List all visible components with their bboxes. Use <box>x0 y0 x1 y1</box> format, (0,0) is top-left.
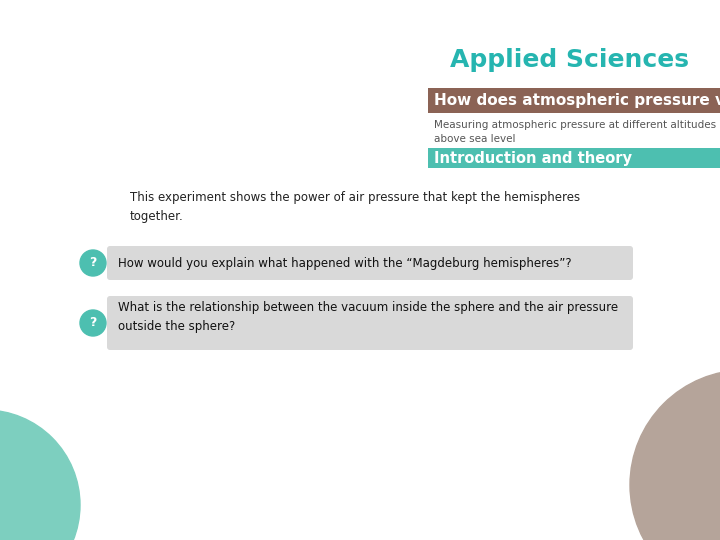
Text: Measuring atmospheric pressure at different altitudes
above sea level: Measuring atmospheric pressure at differ… <box>434 120 716 144</box>
Text: ?: ? <box>89 316 96 329</box>
Text: How would you explain what happened with the “Magdeburg hemispheres”?: How would you explain what happened with… <box>118 256 572 269</box>
FancyBboxPatch shape <box>428 148 720 168</box>
Circle shape <box>80 310 106 336</box>
Circle shape <box>0 410 80 540</box>
FancyBboxPatch shape <box>428 88 720 113</box>
Circle shape <box>80 250 106 276</box>
FancyBboxPatch shape <box>107 246 633 280</box>
Text: Introduction and theory: Introduction and theory <box>434 151 632 165</box>
Circle shape <box>630 370 720 540</box>
Text: What is the relationship between the vacuum inside the sphere and the air pressu: What is the relationship between the vac… <box>118 301 618 333</box>
Text: ?: ? <box>89 256 96 269</box>
Text: This experiment shows the power of air pressure that kept the hemispheres
togeth: This experiment shows the power of air p… <box>130 191 580 223</box>
Text: Applied Sciences: Applied Sciences <box>451 48 690 72</box>
Text: How does atmospheric pressure vary?: How does atmospheric pressure vary? <box>434 92 720 107</box>
FancyBboxPatch shape <box>107 296 633 350</box>
